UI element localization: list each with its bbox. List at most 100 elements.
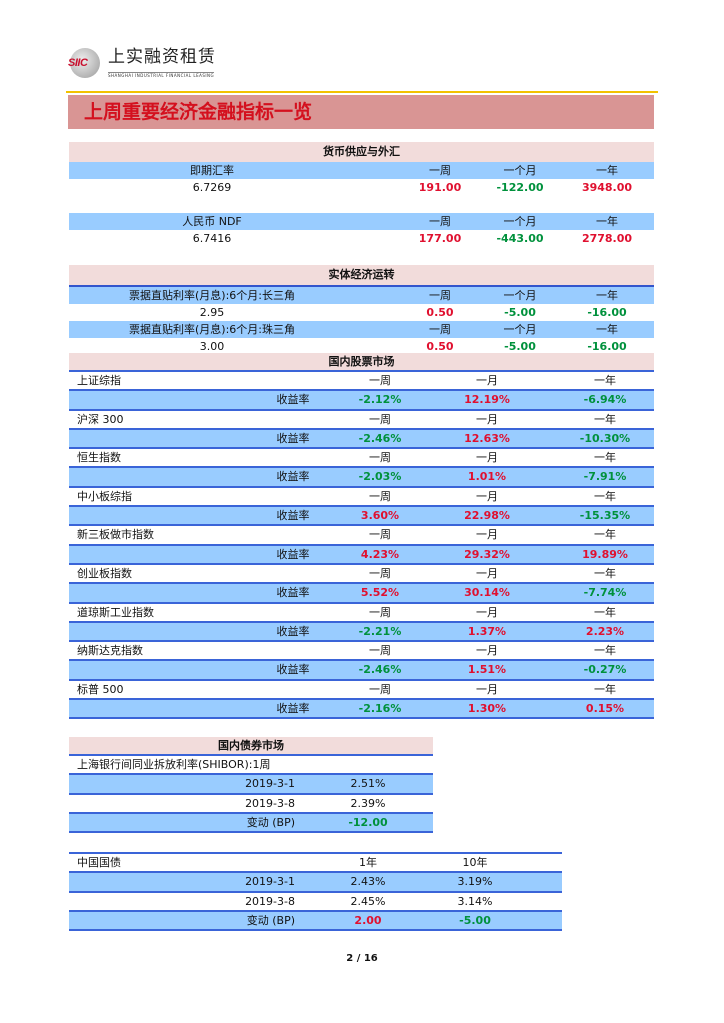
change-value: -443.00 <box>496 232 544 245</box>
treasury-header-row: 中国国债 1年 10年 <box>69 854 562 874</box>
stock-index-row: 道琼斯工业指数 一周 一月 一年 <box>69 604 654 623</box>
stock-index-row: 创业板指数 一周 一月 一年 <box>69 565 654 585</box>
siic-logo-icon: SIIC <box>68 48 100 78</box>
stock-index-row: 纳斯达克指数 一周 一月 一年 <box>69 642 654 662</box>
return-label: 收益率 <box>276 547 310 561</box>
money_fx-section-header: 货币供应与外汇 <box>69 142 654 162</box>
return-value: -2.12% <box>358 393 402 407</box>
return-value: 29.32% <box>464 547 510 561</box>
return-value: 19.89% <box>582 547 628 561</box>
real-economy-table: 实体经济运转 票据直贴利率(月息):6个月:长三角 一周 一个月 一年 2.95 0.50-… <box>69 265 654 355</box>
period-header: 一周 <box>369 605 391 619</box>
shibor-rate-row: 2019-3-1 2.51% <box>69 775 433 795</box>
indicator-header-row: 人民币 NDF 一周 一个月 一年 <box>69 213 654 230</box>
stock-index-row: 上证综指 一周 一月 一年 <box>69 372 654 392</box>
return-value: 22.98% <box>464 509 510 523</box>
period-header: 一年 <box>594 489 616 503</box>
period-header: 一周 <box>369 682 391 696</box>
period-header: 一年 <box>594 374 616 387</box>
rate-date: 2019-3-1 <box>245 777 295 791</box>
index-name: 恒生指数 <box>77 451 121 465</box>
real_economy-section-header: 实体经济运转 <box>69 265 654 285</box>
stock-return-row: 收益率 4.23% 29.32% 19.89% <box>69 545 654 565</box>
stock-return-row: 收益率 -2.12% 12.19% -6.94% <box>69 391 654 411</box>
period-header: 一个月 <box>503 164 537 177</box>
treasury-yield-row: 2019-3-1 2.43% 3.19% <box>69 873 562 893</box>
stock-index-row: 标普 500 一周 一月 一年 <box>69 681 654 701</box>
index-name: 纳斯达克指数 <box>77 644 143 658</box>
period-header: 一月 <box>476 566 498 580</box>
return-value: -2.46% <box>358 663 402 677</box>
period-header: 一月 <box>476 451 498 465</box>
indicator-value: 6.7269 <box>192 181 232 194</box>
yield-date: 2019-3-1 <box>245 875 295 889</box>
period-header: 一个月 <box>503 323 537 336</box>
return-value: -15.35% <box>579 509 631 523</box>
shibor-label-row: 上海银行间同业拆放利率(SHIBOR):1周 <box>69 756 433 776</box>
change-value: -12.00 <box>348 815 388 829</box>
period-header: 一月 <box>476 605 498 619</box>
return-value: -7.74% <box>583 586 627 600</box>
stock-index-row: 沪深 300 一周 一月 一年 <box>69 411 654 430</box>
logo-english-name: SHANGHAI INDUSTRIAL FINANCIAL LEASING <box>108 72 215 78</box>
indicator-value: 2.95 <box>199 306 225 319</box>
stock-index-row: 新三板做市指数 一周 一月 一年 <box>69 526 654 546</box>
stock-market-table: 国内股票市场 上证综指 一周 一月 一年 收益率 -2.12% 12.19% -6.94% 沪深 … <box>69 353 654 720</box>
tenor-header: 10年 <box>462 856 488 869</box>
logo-chinese-name: 上实融资租赁 <box>108 47 216 67</box>
period-header: 一个月 <box>503 215 537 228</box>
indicator-label: 即期汇率 <box>190 164 234 177</box>
indicator-label: 票据直贴利率(月息):6个月:珠三角 <box>129 323 295 336</box>
stock-index-row: 恒生指数 一周 一月 一年 <box>69 449 654 469</box>
index-name: 中小板综指 <box>77 489 132 503</box>
yield-value: 3.19% <box>457 875 493 889</box>
period-header: 一年 <box>594 605 616 619</box>
stock-return-row: 收益率 -2.46% 1.51% -0.27% <box>69 661 654 681</box>
rate-date: 2019-3-8 <box>245 796 295 810</box>
yield-date: 2019-3-8 <box>245 894 295 908</box>
period-header: 一年 <box>596 323 618 336</box>
yield-value: 2.45% <box>350 894 386 908</box>
return-value: -10.30% <box>579 431 631 445</box>
period-header: 一周 <box>429 289 451 302</box>
return-label: 收益率 <box>276 509 310 523</box>
period-header: 一年 <box>596 289 618 302</box>
change-value: 0.50 <box>426 306 454 319</box>
return-value: -2.46% <box>358 431 402 445</box>
yield-value: 2.43% <box>350 875 386 889</box>
change-label: 变动 (BP) <box>246 815 295 829</box>
period-header: 一月 <box>476 528 498 542</box>
indicator-header-row: 票据直贴利率(月息):6个月:珠三角 一周 一个月 一年 <box>69 321 654 338</box>
period-header: 一年 <box>594 566 616 580</box>
period-header: 一月 <box>476 644 498 658</box>
change-value: 0.50 <box>426 340 454 353</box>
change-value: -5.00 <box>504 340 536 353</box>
return-label: 收益率 <box>276 702 310 716</box>
stock-return-row: 收益率 3.60% 22.98% -15.35% <box>69 507 654 527</box>
return-value: 30.14% <box>464 586 510 600</box>
stock-return-row: 收益率 -2.03% 1.01% -7.91% <box>69 468 654 488</box>
stock-return-row: 收益率 5.52% 30.14% -7.74% <box>69 584 654 604</box>
company-logo: SIIC 上实融资租赁 SHANGHAI INDUSTRIAL FINANCIA… <box>68 46 220 80</box>
treasury-label: 中国国债 <box>77 856 121 869</box>
return-label: 收益率 <box>276 393 310 407</box>
change-value: 3948.00 <box>581 181 633 194</box>
change-value: -122.00 <box>496 181 544 194</box>
period-header: 一周 <box>429 164 451 177</box>
shibor-rate-row: 2019-3-8 2.39% <box>69 795 433 814</box>
change-value: 2778.00 <box>581 232 633 245</box>
tenor-header: 1年 <box>359 856 377 869</box>
title-band: 上周重要经济金融指标一览 <box>68 95 654 129</box>
change-value: -16.00 <box>587 340 627 353</box>
period-header: 一周 <box>429 323 451 336</box>
period-header: 一月 <box>476 682 498 696</box>
return-value: 1.51% <box>467 663 507 677</box>
return-label: 收益率 <box>276 624 310 638</box>
return-value: 1.37% <box>467 624 507 638</box>
return-label: 收益率 <box>276 470 310 484</box>
indicator-label: 票据直贴利率(月息):6个月:长三角 <box>129 289 295 302</box>
period-header: 一周 <box>369 489 391 503</box>
return-label: 收益率 <box>276 586 310 600</box>
indicator-value: 3.00 <box>199 340 225 353</box>
period-header: 一周 <box>369 566 391 580</box>
